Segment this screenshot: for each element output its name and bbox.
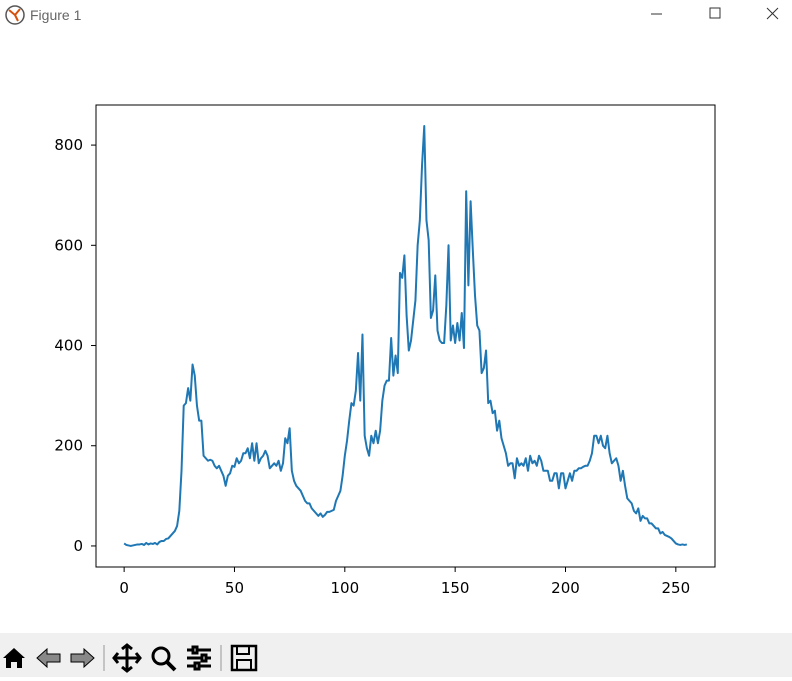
y-tick-label: 800 (54, 136, 83, 154)
data-line (123, 125, 688, 547)
save-button[interactable] (230, 644, 258, 672)
back-button[interactable] (36, 647, 61, 669)
y-tick-label: 600 (54, 236, 83, 254)
pan-button[interactable] (112, 643, 142, 673)
y-tick-label: 200 (54, 437, 83, 455)
chart: 0 50 100 150 200 250 0 200 400 600 800 (54, 104, 716, 597)
home-button[interactable] (3, 648, 25, 668)
title-bar: Figure 1 (0, 0, 792, 32)
toolbar (0, 633, 792, 677)
x-tick-label: 100 (330, 579, 359, 597)
close[interactable] (766, 7, 779, 20)
window-controls[interactable] (632, 0, 792, 32)
x-tick-label: 200 (551, 579, 580, 597)
y-tick-label: 0 (73, 537, 83, 555)
maximize[interactable] (709, 7, 721, 19)
axes-frame (95, 104, 716, 568)
zoom-button[interactable] (151, 646, 177, 672)
x-tick-label: 250 (662, 579, 691, 597)
x-tick-label: 150 (441, 579, 470, 597)
x-tick-label: 50 (225, 579, 244, 597)
x-tick-label: 0 (119, 579, 129, 597)
forward-button[interactable] (70, 647, 95, 669)
configure-button[interactable] (187, 645, 211, 671)
app-icon (5, 5, 25, 25)
y-tick-label: 400 (54, 337, 83, 355)
toolbar-icons (3, 643, 258, 673)
window-title: Figure 1 (30, 7, 82, 23)
